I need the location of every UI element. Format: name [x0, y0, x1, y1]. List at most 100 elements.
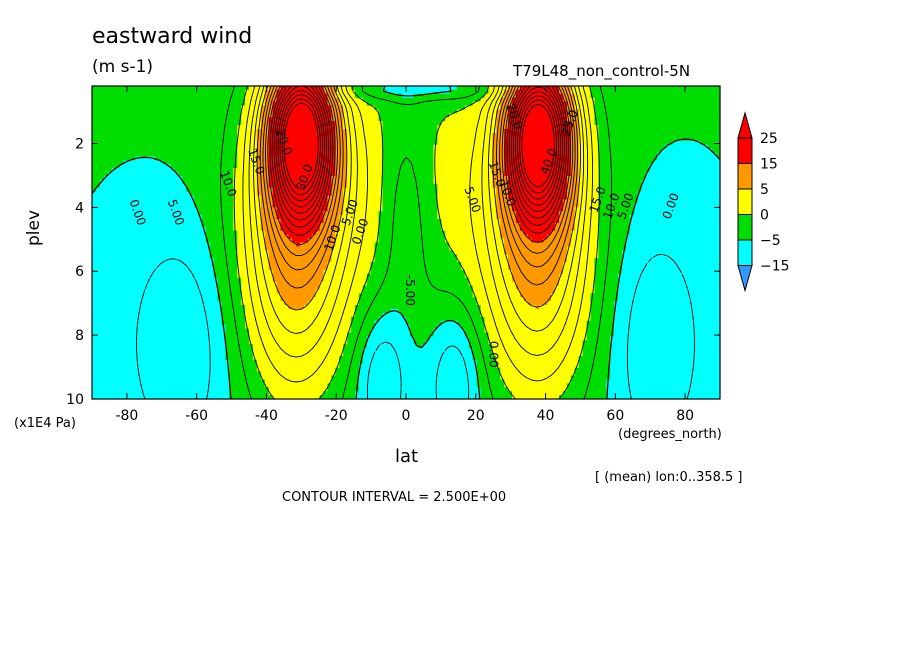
- field-cell: [535, 129, 541, 134]
- field-cell: [700, 132, 705, 138]
- field-cell: [402, 129, 407, 134]
- field-cell: [378, 168, 384, 173]
- field-cell: [543, 152, 548, 158]
- field-cell: [535, 136, 541, 142]
- field-cell: [653, 121, 658, 126]
- field-cell: [135, 168, 140, 173]
- field-cell: [99, 121, 105, 126]
- field-cell: [131, 125, 136, 130]
- field-cell: [606, 121, 611, 126]
- field-cell: [366, 148, 372, 154]
- field-cell: [300, 199, 305, 204]
- field-cell: [135, 175, 140, 181]
- field-cell: [406, 86, 411, 91]
- field-cell: [586, 136, 592, 142]
- field-cell: [394, 179, 399, 185]
- field-cell: [158, 89, 164, 95]
- field-cell: [629, 160, 635, 165]
- field-cell: [135, 152, 140, 158]
- field-cell: [280, 113, 285, 118]
- field-cell: [661, 168, 666, 173]
- field-cell: [351, 179, 356, 185]
- field-cell: [453, 129, 458, 134]
- field-cell: [327, 105, 333, 111]
- field-cell: [504, 168, 509, 173]
- field-cell: [566, 199, 572, 204]
- field-cell: [92, 109, 97, 114]
- field-cell: [645, 144, 650, 150]
- field-cell: [598, 132, 603, 138]
- field-cell: [139, 113, 144, 118]
- field-cell: [296, 86, 301, 91]
- field-cell: [99, 105, 105, 111]
- field-cell: [457, 195, 462, 201]
- field-cell: [570, 160, 576, 165]
- field-cell: [657, 97, 662, 103]
- field-cell: [421, 195, 427, 201]
- field-cell: [543, 203, 548, 208]
- field-cell: [453, 97, 458, 103]
- field-cell: [614, 187, 619, 193]
- field-cell: [676, 136, 682, 142]
- field-cell: [712, 86, 717, 91]
- field-cell: [347, 172, 352, 177]
- field-cell: [574, 113, 580, 118]
- field-cell: [453, 148, 458, 154]
- field-cell: [496, 199, 501, 204]
- field-cell: [135, 140, 140, 146]
- field-cell: [598, 136, 603, 142]
- field-cell: [492, 164, 497, 169]
- field-cell: [131, 140, 136, 146]
- field-cell: [704, 172, 709, 177]
- field-cell: [292, 191, 297, 197]
- field-cell: [606, 113, 611, 118]
- field-cell: [99, 125, 105, 130]
- field-cell: [95, 125, 101, 130]
- field-cell: [523, 109, 529, 114]
- field-cell: [335, 199, 340, 204]
- field-cell: [602, 136, 607, 142]
- field-cell: [221, 97, 227, 103]
- field-cell: [315, 179, 321, 185]
- field-cell: [186, 117, 191, 122]
- field-cell: [335, 203, 340, 208]
- field-cell: [154, 172, 160, 177]
- field-cell: [307, 117, 313, 122]
- field-cell: [197, 191, 203, 197]
- field-cell: [190, 199, 195, 204]
- field-cell: [617, 175, 623, 181]
- field-cell: [123, 168, 128, 173]
- field-cell: [464, 121, 470, 126]
- field-cell: [672, 125, 678, 130]
- field-cell: [135, 199, 140, 204]
- field-cell: [268, 160, 274, 165]
- field-cell: [339, 129, 344, 134]
- field-cell: [252, 105, 258, 111]
- field-cell: [347, 156, 352, 161]
- field-cell: [343, 203, 348, 208]
- field-cell: [249, 132, 254, 138]
- field-cell: [668, 125, 674, 130]
- field-cell: [99, 203, 105, 208]
- field-cell: [288, 117, 293, 122]
- field-cell: [692, 152, 698, 158]
- field-cell: [500, 187, 505, 193]
- field-cell: [300, 187, 305, 193]
- field-cell: [374, 136, 380, 142]
- field-cell: [700, 113, 705, 118]
- field-cell: [150, 172, 156, 177]
- field-cell: [366, 179, 372, 185]
- field-cell: [535, 152, 541, 158]
- field-cell: [531, 105, 537, 111]
- field-cell: [166, 156, 172, 161]
- field-cell: [629, 93, 635, 99]
- field-cell: [107, 140, 113, 146]
- field-cell: [150, 129, 156, 134]
- field-cell: [700, 117, 705, 122]
- field-cell: [339, 148, 344, 154]
- field-cell: [362, 168, 368, 173]
- field-cell: [606, 89, 611, 95]
- field-cell: [190, 136, 195, 142]
- field-cell: [614, 97, 619, 103]
- field-cell: [649, 117, 654, 122]
